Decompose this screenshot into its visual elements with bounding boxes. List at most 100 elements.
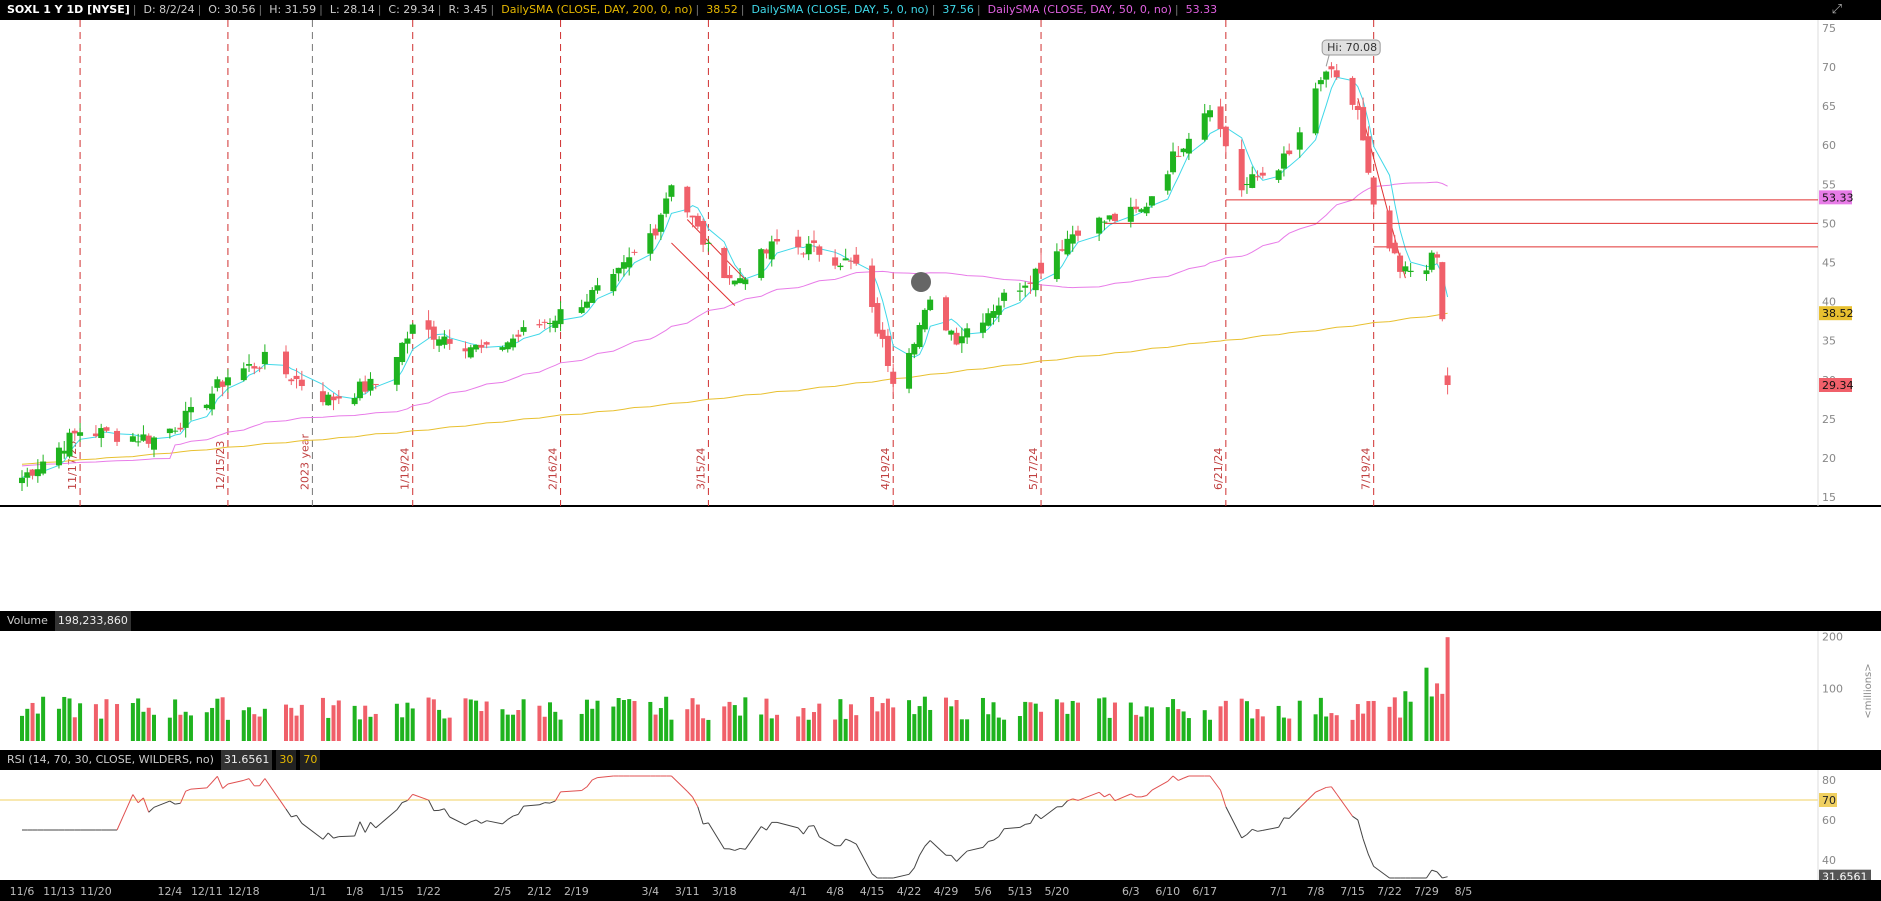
candle-up [985, 313, 992, 326]
rsi-segment [291, 814, 297, 818]
rsi-chart[interactable]: 80 70 60 40 31.6561 [0, 770, 1881, 880]
sma50-label[interactable]: DailySMA (CLOSE, DAY, 50, 0, no) [987, 3, 1172, 16]
candle-down [293, 375, 300, 380]
rsi-header: RSI (14, 70, 30, CLOSE, WILDERS, no) 31.… [0, 750, 1881, 770]
candle-up [916, 325, 923, 348]
volume-label[interactable]: Volume [7, 614, 48, 627]
price-chart[interactable]: 7570656055504540353025201511/17/2312/15/… [0, 20, 1881, 611]
volume-bar [1112, 702, 1117, 741]
rsi-segment [1146, 789, 1153, 796]
volume-bar [93, 704, 98, 741]
rsi-segment [449, 816, 466, 826]
rsi-segment [1209, 775, 1221, 791]
rsi-segment [512, 813, 519, 817]
volume-bar [62, 696, 67, 741]
volume-bar [368, 716, 373, 741]
rsi-segment [338, 835, 355, 838]
candle-up [990, 311, 997, 318]
rsi-segment [707, 822, 725, 850]
event-marker-label: 1/19/24 [399, 448, 412, 490]
date-axis[interactable]: 11/6 11/13 11/20 12/4 12/11 12/18 1/1 1/8 1/15 1/… [0, 880, 1881, 901]
volume-chart[interactable]: 200 100 <millions> [0, 631, 1881, 750]
volume-bar [553, 711, 558, 741]
rsi-segment [175, 802, 181, 805]
rsi-segment [956, 855, 963, 862]
event-marker-label: 7/19/24 [1360, 448, 1373, 490]
rsi-segment [502, 819, 509, 825]
x-tick-label: 11/20 [80, 885, 112, 898]
volume-bar [1440, 693, 1445, 741]
x-tick-label: 6/3 [1122, 885, 1140, 898]
volume-bar [616, 698, 621, 741]
sma5-label[interactable]: DailySMA (CLOSE, DAY, 5, 0, no) [751, 3, 929, 16]
rsi-segment [913, 855, 921, 869]
volume-bar [1313, 714, 1318, 741]
volume-bar [812, 712, 816, 741]
rsi-segment [982, 841, 989, 848]
rsi-segment [428, 799, 435, 811]
volume-bar [912, 714, 917, 741]
rsi-segment [1262, 826, 1279, 831]
volume-bar [1244, 701, 1249, 741]
rsi-segment [211, 775, 218, 783]
volume-bar [922, 696, 927, 741]
volume-bar [289, 707, 294, 741]
rsi-segment [988, 839, 994, 843]
volume-bar [928, 709, 933, 741]
candle-down [1254, 176, 1261, 178]
event-marker-label: 3/15/24 [694, 448, 707, 490]
candle-up [805, 243, 812, 255]
y-tick-label: 40 [1822, 296, 1836, 309]
volume-bar [41, 696, 46, 741]
volume-bar [843, 718, 848, 741]
rsi-segment [1004, 826, 1020, 830]
volume-bar [78, 703, 83, 741]
candle-up [404, 338, 411, 344]
candle-down [795, 236, 802, 248]
rsi-label[interactable]: RSI (14, 70, 30, CLOSE, WILDERS, no) [7, 753, 214, 766]
collapse-icon[interactable]: ⤢ [1831, 2, 1842, 17]
rsi-segment [1067, 798, 1073, 802]
rsi-segment [148, 806, 155, 813]
low-readout: L: 28.14 [329, 3, 375, 16]
candle-up [1407, 270, 1414, 273]
volume-bar [405, 702, 410, 741]
volume-bar [1392, 697, 1397, 741]
rsi-segment [407, 794, 414, 801]
volume-bar [1255, 709, 1260, 741]
rsi-segment [1109, 793, 1116, 801]
volume-bar [500, 709, 505, 741]
rsi-segment [766, 822, 773, 831]
ticker-label[interactable]: SOXL 1 Y 1D [NYSE] [7, 3, 130, 16]
rsi-segment [470, 819, 477, 823]
x-tick-label: 4/8 [826, 885, 844, 898]
volume-bar [1281, 717, 1286, 741]
x-tick-label: 3/4 [641, 885, 659, 898]
volume-bar [320, 697, 325, 741]
y-tick-label: 45 [1822, 257, 1836, 270]
volume-bar [806, 719, 811, 741]
volume-unit-label: <millions> [1863, 663, 1874, 718]
volume-bar [738, 715, 743, 741]
candle-down [774, 239, 781, 242]
candle-up [663, 198, 670, 214]
volume-bar [558, 719, 563, 741]
rsi-segment [153, 800, 171, 808]
rsi-segment [507, 815, 514, 820]
rsi-segment [1357, 819, 1364, 840]
volume-bar [104, 699, 109, 741]
candle-down [298, 379, 305, 387]
candle-up [921, 309, 928, 330]
sma200-label[interactable]: DailySMA (CLOSE, DAY, 200, 0, no) [501, 3, 693, 16]
x-tick-label: 4/15 [860, 885, 885, 898]
volume-bar [1054, 699, 1059, 741]
candle-up [98, 428, 105, 439]
candle-up [927, 299, 934, 311]
volume-bar [1165, 707, 1170, 741]
volume-bar [1144, 706, 1149, 741]
x-tick-label: 2/5 [494, 885, 512, 898]
candle-down [853, 254, 860, 264]
volume-bar [854, 715, 859, 741]
candle-down [1217, 106, 1224, 130]
candle-down [515, 334, 522, 337]
